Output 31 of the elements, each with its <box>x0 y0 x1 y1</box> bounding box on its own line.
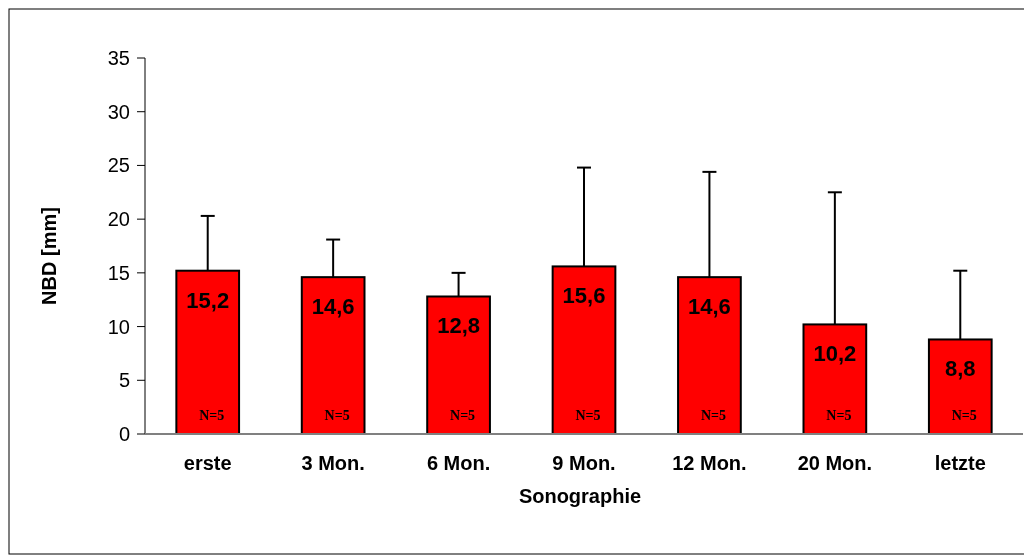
annotation: N=5 <box>826 408 852 423</box>
data-label: 10,2 <box>813 341 857 367</box>
x-tick-label: 9 Mon. <box>552 452 616 474</box>
x-tick-label: erste <box>183 452 232 474</box>
data-label: 12,8 <box>437 313 480 339</box>
x-tick-label: 6 Mon. <box>426 452 491 474</box>
annotation: N=5 <box>575 408 601 423</box>
annotation: N=5 <box>324 408 350 423</box>
annotation: N=5 <box>450 408 476 423</box>
annotation: N=5 <box>700 408 726 423</box>
data-label: 15,2 <box>186 287 230 313</box>
x-tick-label: letzte <box>934 452 986 474</box>
x-tick-label: 12 Mon. <box>672 452 747 474</box>
y-tick-label: 35 <box>107 47 130 69</box>
y-tick-label: 15 <box>107 261 130 284</box>
y-tick-label: 10 <box>107 315 130 338</box>
annotation: N=5 <box>951 408 977 423</box>
data-label: 15,6 <box>562 283 606 309</box>
y-tick-label: 20 <box>107 208 130 231</box>
y-tick-label: 30 <box>107 100 130 123</box>
data-label: 14,6 <box>688 294 731 320</box>
x-tick-label: 3 Mon. <box>301 452 365 474</box>
annotation: N=5 <box>199 408 225 423</box>
y-tick-label: 25 <box>107 154 130 177</box>
data-label: 14,6 <box>311 294 355 320</box>
x-tick-label: 20 Mon. <box>797 452 873 474</box>
y-axis-title: NBD [mm] <box>38 207 60 305</box>
data-label: 8,8 <box>944 356 976 382</box>
y-tick-label: 5 <box>118 369 130 392</box>
y-tick-label: 0 <box>118 423 130 445</box>
x-axis-title: Sonographie <box>518 485 642 507</box>
